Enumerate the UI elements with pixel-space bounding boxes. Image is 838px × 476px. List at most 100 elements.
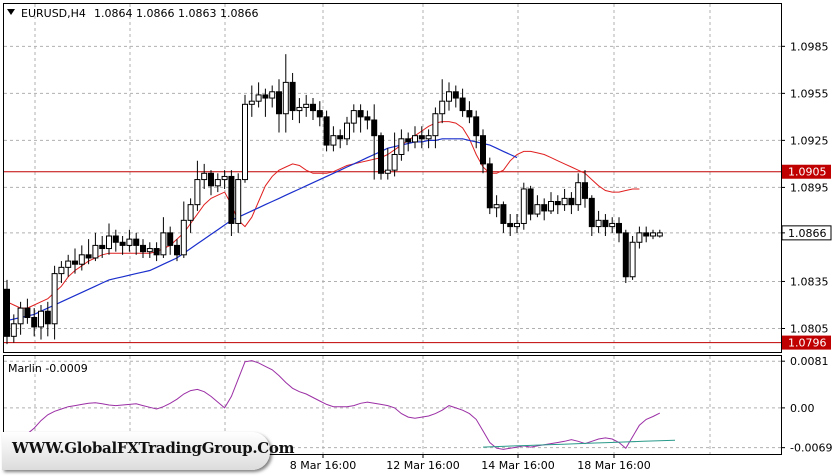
price-levels: 1.0905 1.0796 1.0866: [4, 164, 832, 350]
candle-body: [364, 116, 371, 121]
price-tick-label: 1.0805: [790, 322, 829, 335]
candle-body: [446, 91, 452, 102]
candle-body: [126, 238, 133, 246]
candle-body: [357, 110, 364, 118]
dropdown-triangle-icon[interactable]: [7, 9, 15, 15]
candle-body: [78, 254, 85, 265]
time-tick-label: 8 Mar 16:00: [290, 459, 356, 472]
candle-body: [187, 204, 194, 221]
candle-body: [588, 197, 595, 228]
candle-body: [174, 244, 180, 256]
indicator-tick-label: -0.0069: [790, 442, 832, 455]
candle-body: [622, 232, 629, 278]
candle-body: [384, 169, 391, 174]
candle-body: [316, 110, 323, 118]
candle-body: [350, 110, 357, 124]
candle-body: [650, 232, 656, 237]
candle-body: [493, 204, 500, 209]
candle-body: [514, 222, 520, 228]
candle-body: [296, 106, 303, 112]
time-axis: 8 Mar 16:00 12 Mar 16:00 14 Mar 16:00 18 Ma…: [290, 454, 651, 472]
watermark-text: WWW.GlobalFXTradingGroup.Com: [12, 439, 295, 457]
candle-body: [58, 266, 65, 275]
candle-body: [432, 113, 439, 137]
time-tick-label: 14 Mar 16:00: [481, 459, 554, 472]
indicator-tick-label: 0.00: [790, 402, 815, 415]
candle-body: [310, 103, 316, 112]
candle-body: [602, 219, 609, 228]
candle-body: [282, 81, 289, 115]
candle-body: [616, 222, 622, 234]
time-tick-label: 12 Mar 16:00: [386, 459, 459, 472]
candle-body: [561, 197, 568, 206]
candle-body: [99, 244, 106, 250]
price-tick-label: 1.0985: [790, 40, 829, 53]
candle-body: [452, 91, 459, 99]
candle-body: [480, 135, 486, 165]
candle-body: [85, 254, 92, 259]
candle-body: [214, 179, 221, 187]
candle-body: [194, 179, 201, 206]
candle-body: [119, 241, 126, 246]
candle-body: [235, 179, 242, 224]
candle-body: [425, 135, 432, 140]
candle-body: [65, 260, 72, 268]
candle-body: [391, 153, 398, 171]
candle-body: [17, 307, 24, 325]
watermark-logo: WWW.GlobalFXTradingGroup.Com: [0, 430, 294, 474]
candle-body: [636, 232, 643, 243]
current-price-label: 1.0866: [788, 227, 827, 240]
indicator-label: Marlin -0.0009: [8, 362, 88, 375]
candle-body: [140, 244, 146, 253]
candle-body: [500, 204, 507, 224]
indicator-panel-frame: [3, 355, 782, 455]
candle-body: [643, 232, 650, 237]
ma-fast-line: [6, 121, 640, 309]
price-tick-label: 1.0835: [790, 275, 829, 288]
candle-body: [534, 204, 541, 215]
candle-body: [228, 175, 235, 224]
price-tick-label: 1.0955: [790, 87, 829, 100]
candle-body: [133, 238, 140, 246]
level-price-box: [782, 335, 831, 350]
candle-body: [371, 119, 378, 137]
price-tick-label: 1.0895: [790, 181, 829, 194]
candle-body: [269, 91, 276, 99]
candle-body: [575, 182, 582, 206]
candle-body: [486, 163, 493, 209]
marlin-signal-line: [482, 439, 676, 448]
candles: [4, 54, 663, 345]
candle-body: [153, 248, 160, 256]
candle-body: [595, 219, 602, 228]
candle-body: [629, 241, 636, 278]
level-price-label: 1.0796: [788, 337, 827, 350]
candle-body: [242, 103, 248, 181]
candle-body: [31, 317, 38, 328]
watermark-plate: [2, 432, 270, 470]
candle-body: [378, 135, 384, 174]
ohlc-label: 1.0864 1.0866 1.0863 1.0866: [94, 7, 258, 20]
candle-body: [44, 310, 51, 325]
ma-slow-line: [6, 138, 518, 322]
candle-body: [609, 222, 616, 228]
candle-body: [459, 97, 466, 112]
time-tick-label: 18 Mar 16:00: [577, 459, 650, 472]
candle-body: [507, 222, 514, 228]
candle-body: [520, 188, 527, 224]
candle-body: [167, 232, 174, 246]
candle-body: [439, 100, 446, 115]
indicator-tick-label: 0.0081: [790, 355, 829, 368]
candle-body: [146, 248, 153, 253]
candle-body: [303, 103, 310, 108]
candle-body: [180, 219, 187, 256]
main-panel-frame: [3, 3, 782, 353]
candle-body: [51, 273, 58, 325]
candle-body: [330, 135, 337, 146]
candle-body: [582, 182, 588, 199]
candle-body: [276, 91, 282, 115]
candle-body: [473, 116, 480, 137]
candle-body: [656, 232, 663, 237]
candle-body: [106, 235, 112, 250]
indicator-grid: [4, 356, 781, 454]
candle-body: [160, 232, 167, 256]
